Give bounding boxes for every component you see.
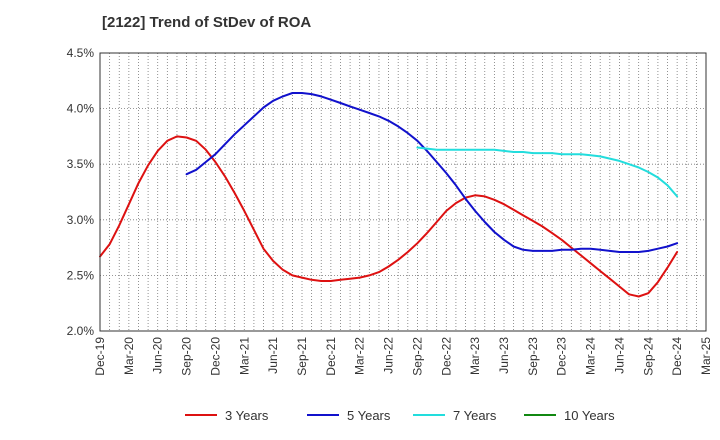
x-tick-label: Sep-21 (295, 337, 309, 376)
legend-label-2: 7 Years (453, 408, 497, 423)
x-tick-label: Jun-20 (151, 337, 165, 374)
x-tick-label: Jun-24 (612, 337, 626, 374)
legend-label-1: 5 Years (347, 408, 391, 423)
plot-frame (99, 52, 707, 332)
x-tick-label: Mar-21 (237, 337, 251, 375)
x-tick-label: Sep-20 (180, 337, 194, 376)
legend: 3 Years 5 Years 7 Years 10 Years (185, 408, 615, 423)
grid-layer (99, 52, 707, 332)
x-tick-label: Sep-22 (410, 337, 424, 376)
x-tick-label: Sep-24 (641, 337, 655, 376)
x-tick-label: Jun-21 (266, 337, 280, 374)
x-tick-label: Dec-19 (93, 337, 107, 376)
x-tick-label: Sep-23 (526, 337, 540, 376)
chart-title: [2122] Trend of StDev of ROA (102, 14, 312, 31)
x-tick-label: Mar-24 (584, 337, 598, 375)
series-line-1 (185, 92, 679, 253)
y-tick-label: 4.0% (67, 102, 95, 116)
series-line-0 (99, 135, 679, 298)
y-tick-label: 4.5% (67, 46, 95, 60)
y-tick-label: 3.5% (67, 157, 95, 171)
x-tick-label: Dec-22 (439, 337, 453, 376)
x-tick-label: Dec-23 (555, 337, 569, 376)
x-tick-label: Mar-23 (468, 337, 482, 375)
y-tick-label: 2.5% (67, 268, 95, 282)
legend-label-0: 3 Years (225, 408, 269, 423)
x-tick-label: Dec-21 (324, 337, 338, 376)
series-lines (99, 92, 679, 298)
series-line-2 (416, 146, 679, 198)
y-tick-label: 3.0% (67, 213, 95, 227)
x-tick-label: Dec-24 (670, 337, 684, 376)
x-tick-label: Jun-23 (497, 337, 511, 374)
x-tick-label: Mar-20 (122, 337, 136, 375)
x-tick-label: Jun-22 (382, 337, 396, 374)
y-tick-label: 2.0% (67, 324, 95, 338)
x-tick-label: Mar-22 (353, 337, 367, 375)
tick-labels: 2.0% 2.5% 3.0% 3.5% 4.0% 4.5% Dec-19 Mar-20 Jun-… (67, 46, 713, 376)
x-tick-label: Mar-25 (699, 337, 713, 375)
x-tick-label: Dec-20 (208, 337, 222, 376)
legend-label-3: 10 Years (564, 408, 615, 423)
